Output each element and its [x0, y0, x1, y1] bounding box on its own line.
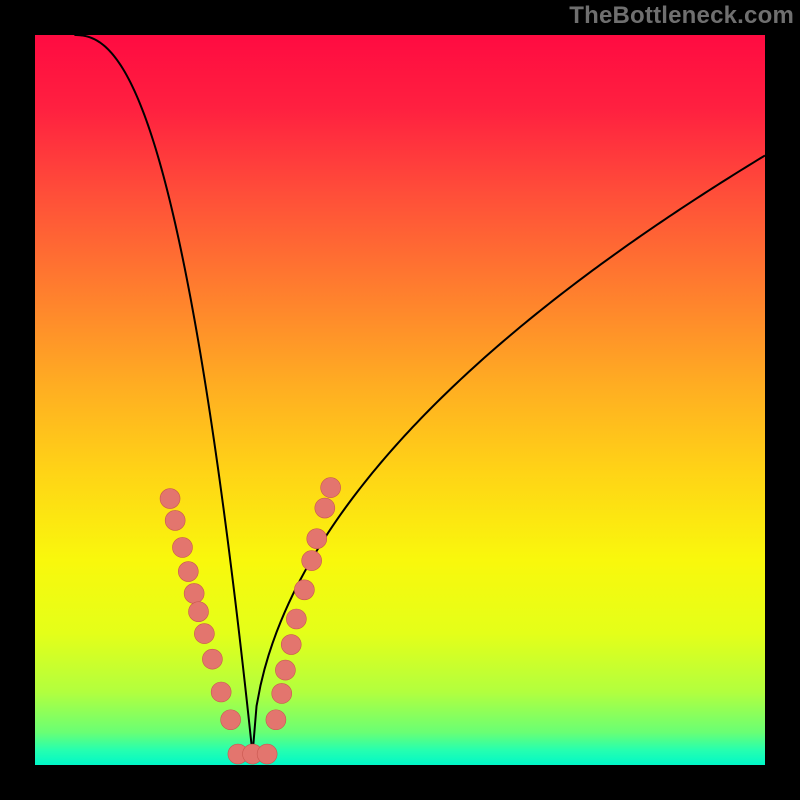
plot-background: [35, 35, 765, 765]
marker-left-0: [160, 489, 180, 509]
marker-left-8: [211, 682, 231, 702]
marker-left-5: [189, 602, 209, 622]
marker-right-6: [302, 551, 322, 571]
marker-left-1: [165, 510, 185, 530]
marker-right-0: [266, 710, 286, 730]
marker-right-8: [315, 498, 335, 518]
marker-right-5: [294, 580, 314, 600]
marker-left-3: [178, 562, 198, 582]
marker-left-7: [202, 649, 222, 669]
marker-right-4: [286, 609, 306, 629]
marker-right-1: [272, 683, 292, 703]
marker-left-2: [172, 537, 192, 557]
marker-left-6: [194, 624, 214, 644]
marker-left-9: [221, 710, 241, 730]
marker-left-4: [184, 583, 204, 603]
chart-svg: [0, 0, 800, 800]
marker-right-7: [307, 529, 327, 549]
marker-right-9: [321, 478, 341, 498]
marker-right-2: [275, 660, 295, 680]
chart-stage: TheBottleneck.com: [0, 0, 800, 800]
marker-bottom-2: [257, 744, 277, 764]
marker-right-3: [281, 635, 301, 655]
